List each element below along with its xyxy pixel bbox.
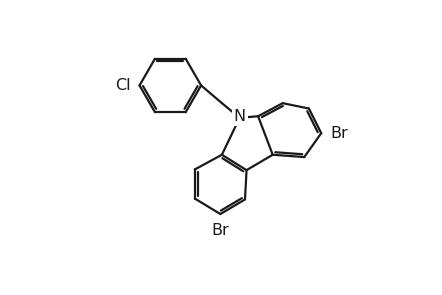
Text: Br: Br bbox=[331, 126, 349, 141]
Text: Cl: Cl bbox=[115, 78, 130, 93]
Text: Br: Br bbox=[211, 224, 229, 238]
Text: N: N bbox=[233, 109, 246, 124]
